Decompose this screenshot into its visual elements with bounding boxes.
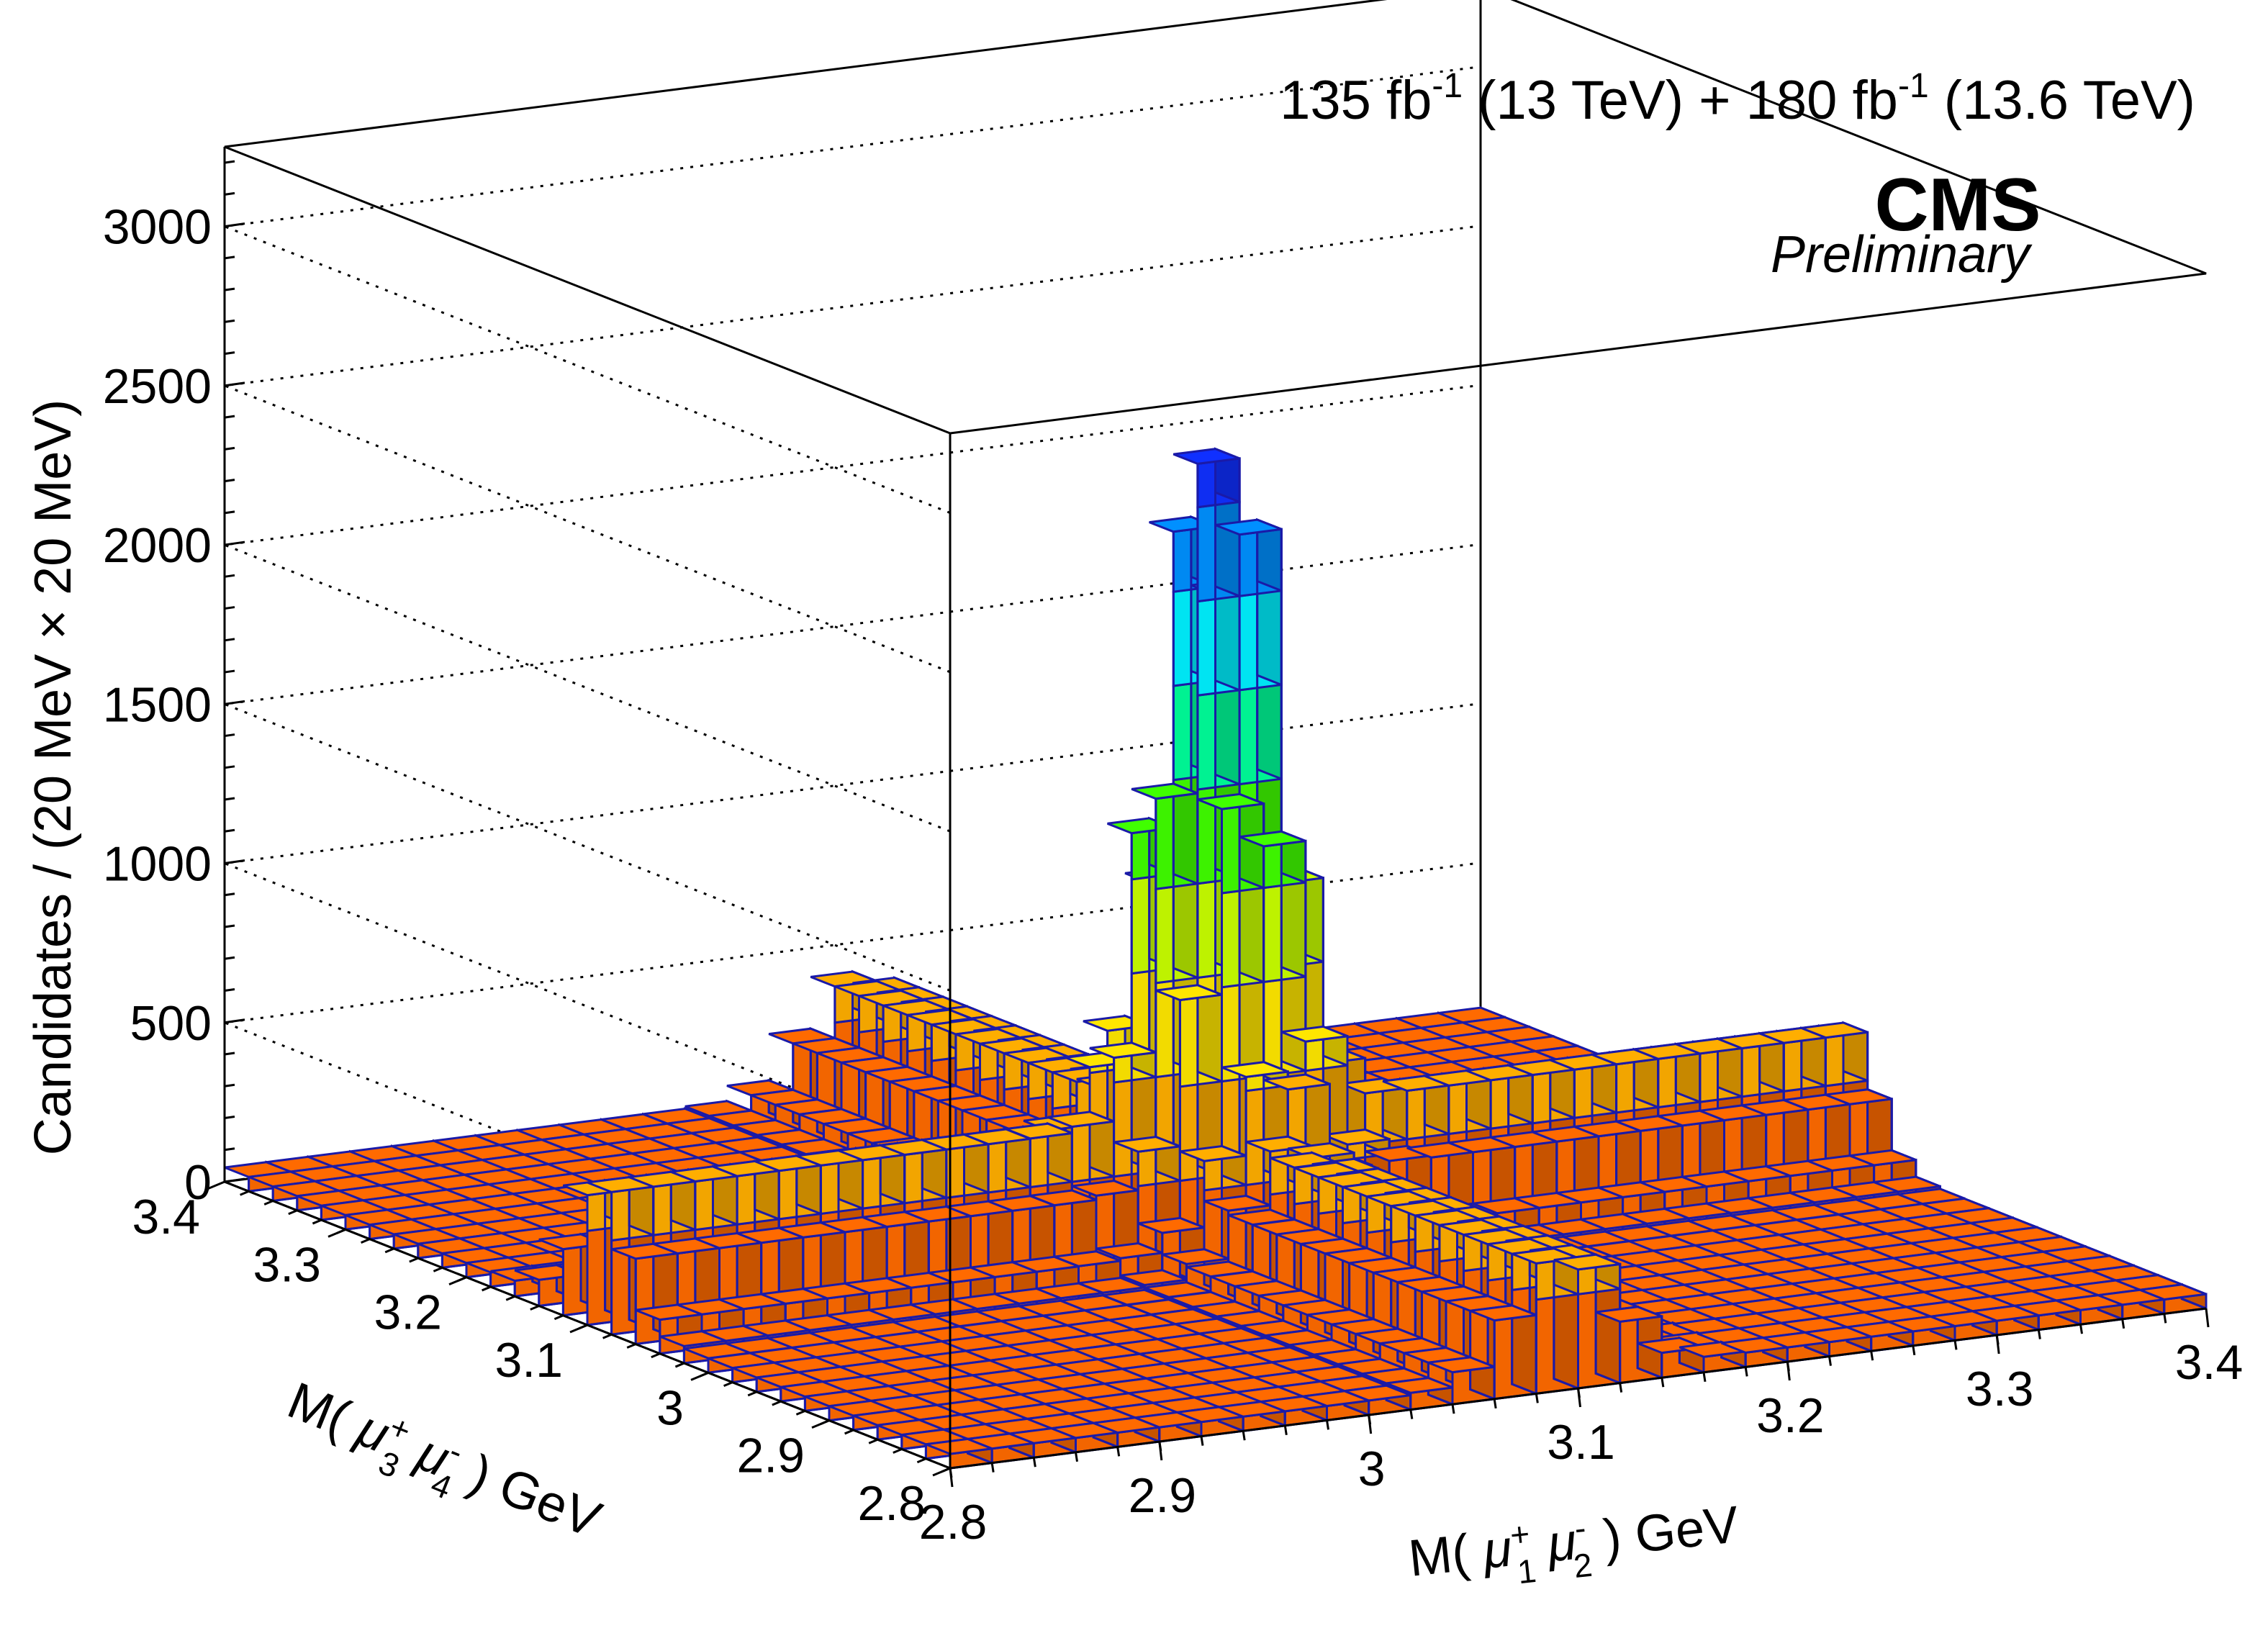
- z-gridline: [224, 384, 1481, 833]
- z-gridline: [224, 862, 1481, 1311]
- bar-side-face: [1172, 872, 1199, 980]
- bar-side-face: [1256, 673, 1283, 781]
- bar-side-face: [1214, 679, 1241, 786]
- bar-side-face: [1214, 490, 1241, 598]
- bar-side-face: [1172, 782, 1199, 886]
- z-gridline: [224, 65, 1481, 514]
- bar-side-face: [1238, 877, 1265, 984]
- bar-side-face: [1256, 579, 1283, 687]
- bar-side-face: [1280, 871, 1307, 979]
- z-gridline: [224, 702, 1481, 1151]
- bar-side-face: [1196, 983, 1223, 1083]
- z-gridline: [224, 543, 1481, 992]
- bar-side-face: [1280, 965, 1307, 1072]
- bar-side-face: [1214, 584, 1241, 692]
- bar-side-face: [1238, 970, 1265, 1078]
- histogram-bars: [223, 0, 2208, 1470]
- z-gridline: [224, 225, 1481, 674]
